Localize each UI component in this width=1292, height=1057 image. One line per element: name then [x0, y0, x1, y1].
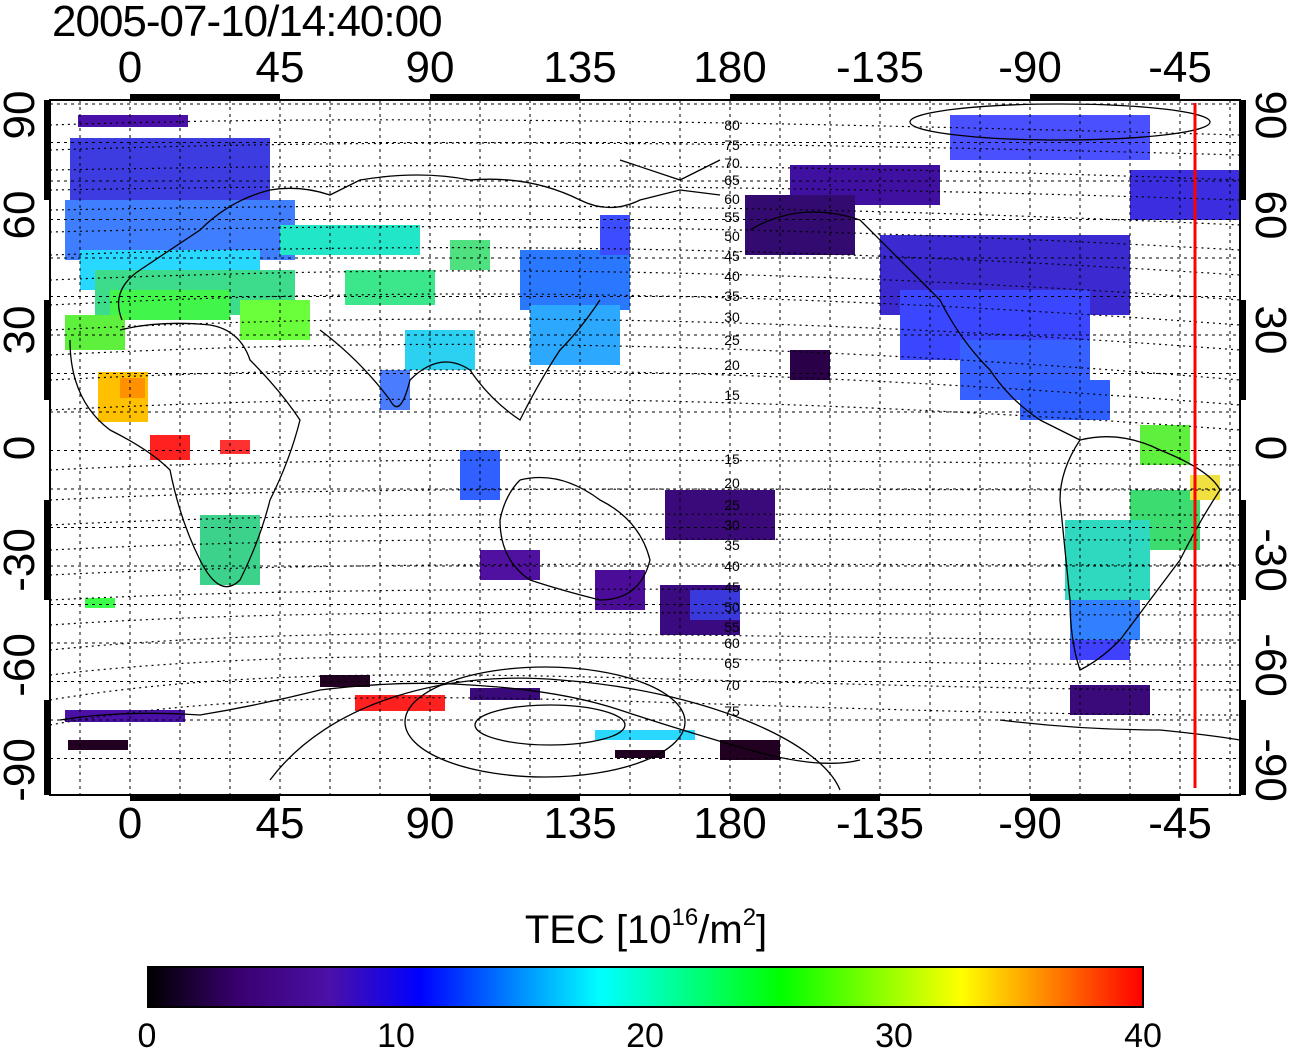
contour-value-label: 25 [724, 497, 740, 513]
contour-value-label: 55 [724, 619, 740, 635]
timestamp-title: 2005-07-10/14:40:00 [52, 0, 443, 46]
colorbar-tick-label: 20 [626, 1017, 664, 1055]
top-lon-label: -45 [1148, 43, 1212, 92]
bottom-lon-label: -90 [998, 799, 1062, 848]
contour-value-label: 70 [724, 677, 740, 693]
left-lat-label: 30 [0, 305, 44, 355]
contour-value-label: 75 [724, 137, 740, 153]
colorbar-title: TEC [1016/m2] [524, 904, 768, 953]
top-lon-label: 135 [543, 43, 617, 92]
bottom-lon-label: 180 [693, 799, 767, 848]
contour-value-label: 60 [724, 191, 740, 207]
bottom-lon-label: -135 [835, 799, 925, 848]
left-lat-label: 60 [0, 190, 44, 240]
contour-value-label: 40 [724, 558, 740, 574]
contour-value-label: 60 [724, 635, 740, 651]
map-frame [49, 99, 1241, 796]
colorbar-tick-label: 40 [1124, 1017, 1162, 1055]
left-lat-label: -60 [0, 633, 44, 697]
grid-lines [50, 100, 1240, 795]
right-lat-label: 30 [1246, 305, 1292, 355]
contour-value-label: 15 [724, 451, 740, 467]
left-lat-label: -90 [0, 738, 44, 802]
bottom-lon-label: 90 [405, 799, 455, 848]
right-lat-label: -60 [1246, 633, 1292, 697]
contour-value-label: 50 [724, 599, 740, 615]
bottom-lon-label: 135 [543, 799, 617, 848]
top-lon-label: -90 [998, 43, 1062, 92]
top-lon-label: 0 [117, 43, 143, 92]
top-lon-label: 90 [405, 43, 455, 92]
contour-value-label: 30 [724, 517, 740, 533]
right-lat-label: -90 [1246, 738, 1292, 802]
tec-patches [65, 115, 1240, 760]
bottom-lon-label: -45 [1148, 799, 1212, 848]
contour-value-label: 20 [724, 357, 740, 373]
top-lon-label: 45 [255, 43, 305, 92]
right-lat-label: 0 [1246, 435, 1292, 461]
contour-value-label: 15 [724, 387, 740, 403]
contour-value-label: 80 [724, 117, 740, 133]
contour-value-label: 25 [724, 332, 740, 348]
frame-border-bars [44, 94, 1246, 801]
colorbar-tick-label: 30 [875, 1017, 913, 1055]
right-lat-label: 90 [1246, 90, 1292, 140]
contour-value-label: 45 [724, 248, 740, 264]
left-lat-label: -30 [0, 528, 44, 592]
contour-value-label: 35 [724, 537, 740, 553]
contour-value-label: 65 [724, 655, 740, 671]
contour-value-label: 75 [724, 703, 740, 719]
contour-value-label: 30 [724, 309, 740, 325]
right-lat-label: -30 [1246, 528, 1292, 592]
bottom-lon-label: 0 [117, 799, 143, 848]
contour-value-label: 65 [724, 172, 740, 188]
contour-value-label: 55 [724, 209, 740, 225]
colorbar [147, 966, 1144, 1008]
top-lon-label: -135 [835, 43, 925, 92]
contour-value-label: 50 [724, 228, 740, 244]
colorbar-tick-label: 10 [377, 1017, 415, 1055]
right-lat-label: 60 [1246, 190, 1292, 240]
contour-value-label: 35 [724, 288, 740, 304]
contour-value-label: 70 [724, 155, 740, 171]
contour-value-labels: 8075706560555045403530252015152025303540… [724, 117, 740, 719]
colorbar-tick-label: 0 [137, 1017, 157, 1055]
solid-contours [269, 103, 1211, 791]
left-lat-label: 0 [0, 436, 44, 460]
left-lat-label: 90 [0, 90, 44, 140]
contour-value-label: 20 [724, 475, 740, 491]
contour-value-label: 45 [724, 579, 740, 595]
bottom-lon-label: 45 [255, 799, 305, 848]
contour-value-label: 40 [724, 268, 740, 284]
top-lon-label: 180 [693, 43, 767, 92]
